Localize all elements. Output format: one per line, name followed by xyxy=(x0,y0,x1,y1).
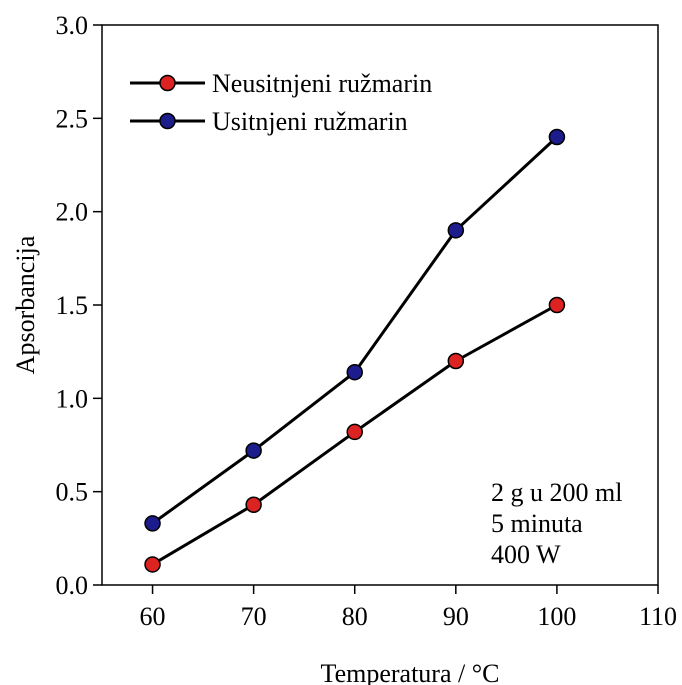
data-point xyxy=(548,296,566,314)
annotation-line: 5 minuta xyxy=(491,509,583,538)
data-point xyxy=(144,515,161,532)
data-point xyxy=(548,128,566,146)
data-point xyxy=(245,496,262,513)
series-line xyxy=(151,135,558,525)
series-layer xyxy=(144,128,566,573)
legend: Neusitnjeni ružmarin Usitnjeni ružmarin xyxy=(130,69,432,136)
x-tick-label: 90 xyxy=(443,602,469,631)
x-tick-label: 70 xyxy=(241,602,267,631)
data-point xyxy=(144,556,161,573)
y-tick-label: 3.0 xyxy=(56,11,89,40)
x-tick-label: 110 xyxy=(639,602,677,631)
y-tick-label: 1.5 xyxy=(56,291,89,320)
annotation-line: 2 g u 200 ml xyxy=(491,478,622,507)
x-tick-label: 60 xyxy=(140,602,166,631)
legend-label: Usitnjeni ružmarin xyxy=(212,107,408,136)
y-tick-label: 1.0 xyxy=(56,384,89,413)
y-tick-label: 2.5 xyxy=(56,104,89,133)
legend-marker xyxy=(159,74,176,92)
axes-layer: 60 70 80 90 100 110 0.0 0.5 1.0 1.5 2.0 2.5 3.0 Tempe… xyxy=(11,11,677,685)
annotation-line: 400 W xyxy=(491,540,561,569)
x-tick-label: 80 xyxy=(342,602,368,631)
x-tick-label: 100 xyxy=(537,602,576,631)
legend-marker xyxy=(159,112,176,130)
data-point xyxy=(447,222,465,239)
legend-label: Neusitnjeni ružmarin xyxy=(212,69,432,98)
x-axis-title: Temperatura / °C xyxy=(321,659,500,685)
data-point xyxy=(447,352,465,370)
y-tick-label: 0.5 xyxy=(56,478,89,507)
data-point xyxy=(346,423,363,441)
y-tick-label: 0.0 xyxy=(56,571,89,600)
data-point xyxy=(346,363,363,381)
y-axis-title: Apsorbancija xyxy=(11,235,40,374)
y-tick-label: 2.0 xyxy=(56,198,89,227)
data-point xyxy=(245,442,262,459)
